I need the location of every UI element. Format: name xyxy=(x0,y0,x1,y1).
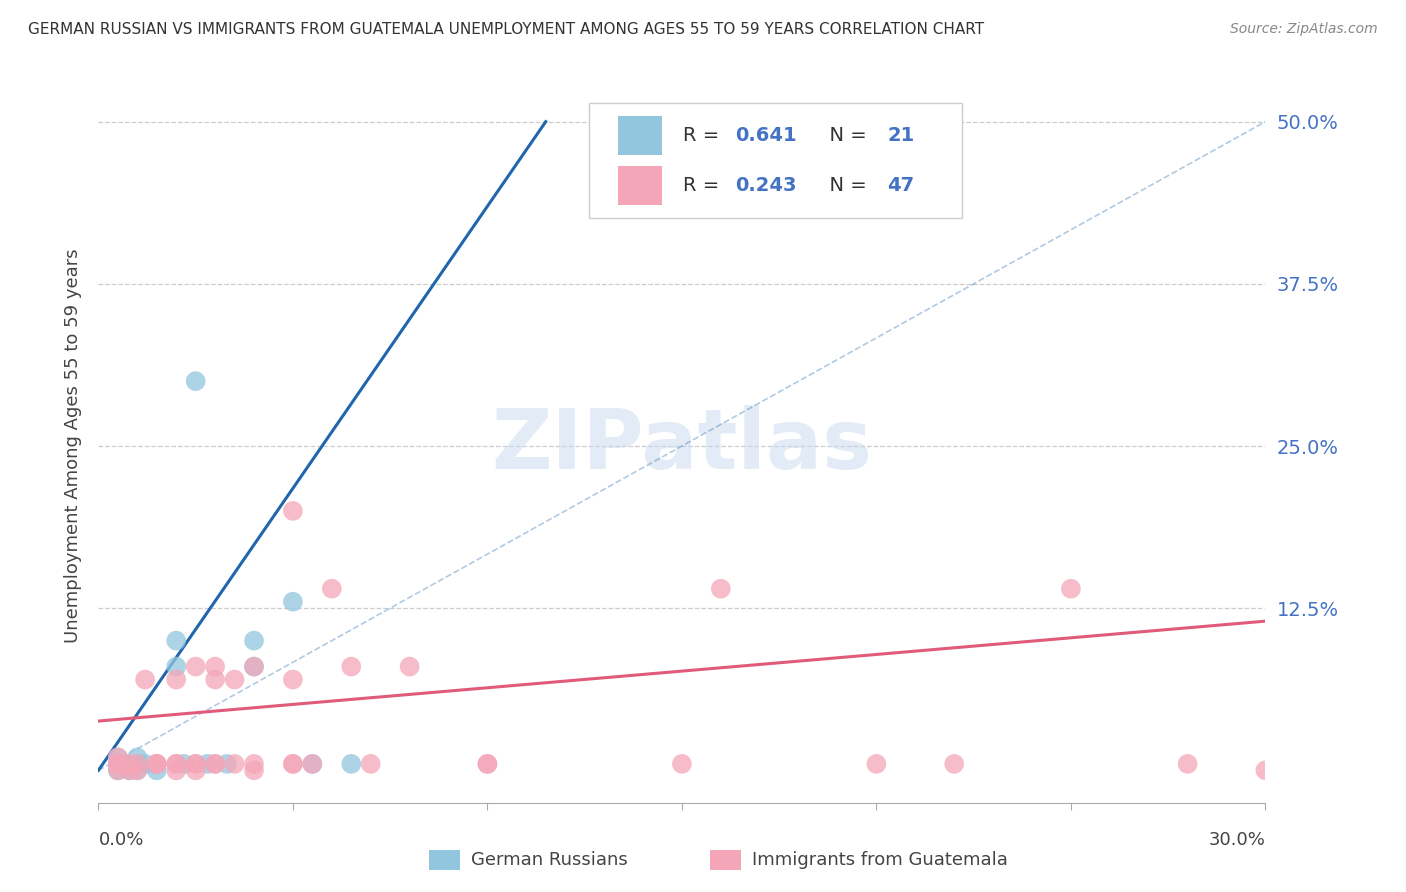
Text: N =: N = xyxy=(817,126,873,145)
Point xyxy=(165,756,187,771)
Point xyxy=(165,633,187,648)
Text: 0.641: 0.641 xyxy=(735,126,797,145)
Point xyxy=(107,750,129,764)
Text: Source: ZipAtlas.com: Source: ZipAtlas.com xyxy=(1230,22,1378,37)
Point xyxy=(865,756,887,771)
Point xyxy=(243,756,266,771)
Point xyxy=(243,659,266,673)
Point xyxy=(224,673,246,687)
Point xyxy=(204,659,226,673)
Point xyxy=(165,659,187,673)
Point xyxy=(114,756,136,771)
Point xyxy=(134,756,156,771)
Point xyxy=(146,756,169,771)
Text: R =: R = xyxy=(683,126,725,145)
Point xyxy=(710,582,733,596)
Point xyxy=(477,756,499,771)
Text: R =: R = xyxy=(683,177,725,195)
Point xyxy=(127,756,149,771)
Point xyxy=(943,756,966,771)
Point xyxy=(243,764,266,778)
Point xyxy=(281,673,304,687)
Point xyxy=(127,764,149,778)
Point xyxy=(360,756,382,771)
Text: GERMAN RUSSIAN VS IMMIGRANTS FROM GUATEMALA UNEMPLOYMENT AMONG AGES 55 TO 59 YEA: GERMAN RUSSIAN VS IMMIGRANTS FROM GUATEM… xyxy=(28,22,984,37)
Point xyxy=(118,764,141,778)
Point xyxy=(215,756,238,771)
Point xyxy=(281,504,304,518)
Y-axis label: Unemployment Among Ages 55 to 59 years: Unemployment Among Ages 55 to 59 years xyxy=(63,249,82,643)
Point xyxy=(107,756,129,771)
FancyBboxPatch shape xyxy=(589,103,962,218)
Point xyxy=(146,756,169,771)
Text: ZIPatlas: ZIPatlas xyxy=(492,406,872,486)
Point xyxy=(127,756,149,771)
Point xyxy=(184,756,207,771)
Point xyxy=(184,659,207,673)
Point xyxy=(204,673,226,687)
Point xyxy=(243,659,266,673)
Point xyxy=(224,756,246,771)
Point xyxy=(204,756,226,771)
Point xyxy=(165,756,187,771)
Point xyxy=(127,750,149,764)
Point xyxy=(1254,764,1277,778)
Point xyxy=(107,756,129,771)
Point xyxy=(398,659,420,673)
Point xyxy=(118,756,141,771)
FancyBboxPatch shape xyxy=(617,116,662,155)
Point xyxy=(173,756,195,771)
Point xyxy=(184,374,207,388)
Point xyxy=(1177,756,1199,771)
Text: 0.243: 0.243 xyxy=(735,177,797,195)
Point xyxy=(146,756,169,771)
Point xyxy=(281,756,304,771)
Text: 21: 21 xyxy=(887,126,914,145)
Point xyxy=(107,756,129,771)
Point xyxy=(184,764,207,778)
Point xyxy=(127,764,149,778)
Point xyxy=(118,764,141,778)
Point xyxy=(146,764,169,778)
Point xyxy=(301,756,323,771)
Point xyxy=(165,764,187,778)
Point xyxy=(107,750,129,764)
Point xyxy=(195,756,218,771)
Point xyxy=(321,582,343,596)
Text: N =: N = xyxy=(817,177,873,195)
Point xyxy=(243,633,266,648)
Point xyxy=(134,673,156,687)
Text: German Russians: German Russians xyxy=(471,851,627,869)
Point xyxy=(281,756,304,771)
FancyBboxPatch shape xyxy=(617,166,662,205)
Point xyxy=(671,756,693,771)
Point xyxy=(107,764,129,778)
Point xyxy=(165,673,187,687)
Text: Immigrants from Guatemala: Immigrants from Guatemala xyxy=(752,851,1008,869)
Text: 47: 47 xyxy=(887,177,914,195)
Point xyxy=(204,756,226,771)
Text: 30.0%: 30.0% xyxy=(1209,831,1265,849)
Point xyxy=(301,756,323,771)
Point xyxy=(184,756,207,771)
Point xyxy=(340,659,363,673)
Text: 0.0%: 0.0% xyxy=(98,831,143,849)
Point xyxy=(281,595,304,609)
Point xyxy=(340,756,363,771)
Point xyxy=(107,764,129,778)
Point xyxy=(477,756,499,771)
Point xyxy=(1060,582,1083,596)
